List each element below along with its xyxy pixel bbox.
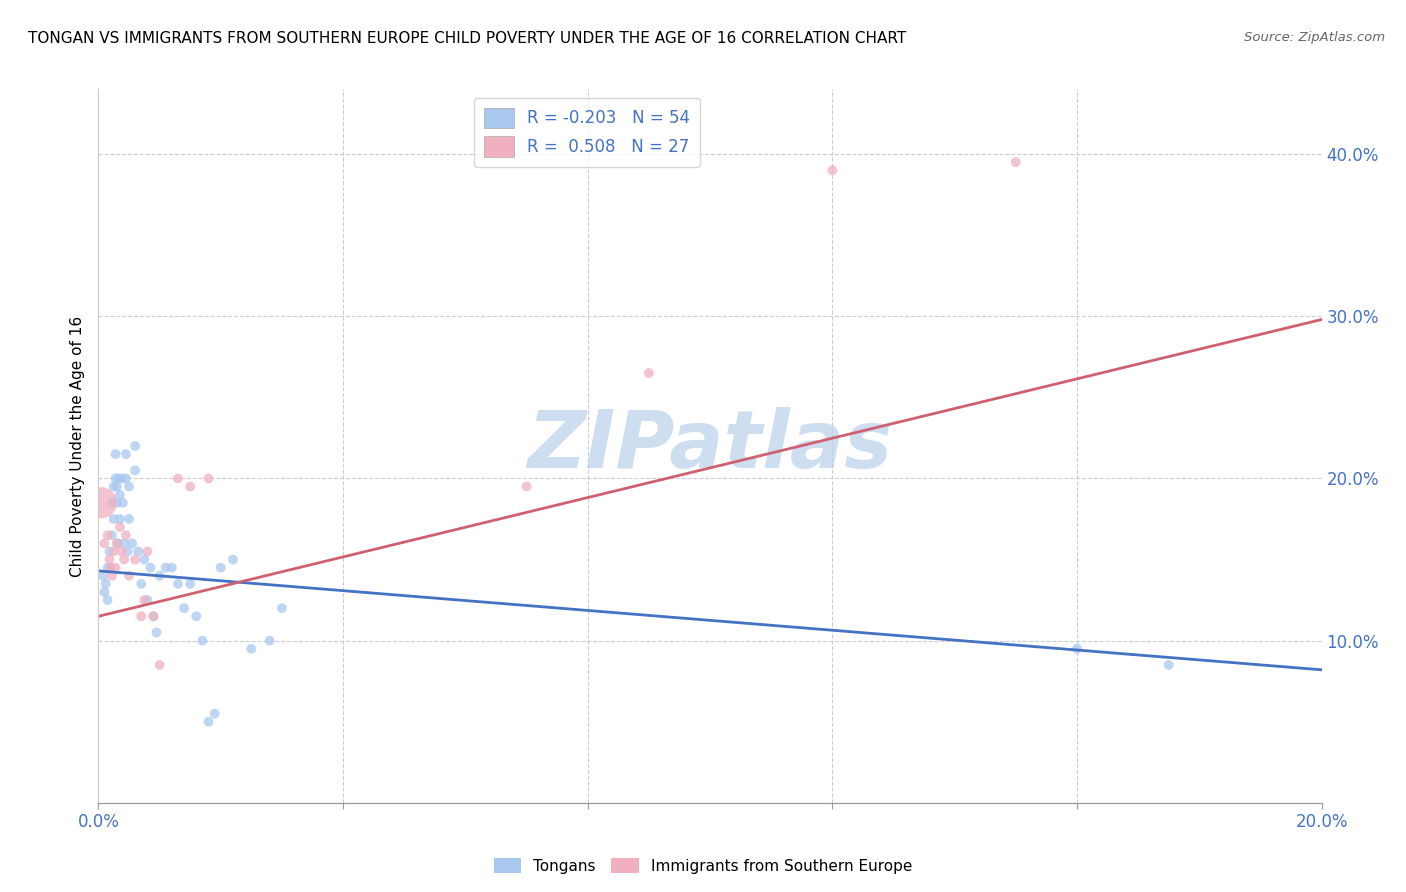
Point	[104, 447, 127, 461]
Point	[105, 536, 128, 550]
Point	[107, 536, 129, 550]
Point	[115, 447, 138, 461]
Point	[103, 544, 125, 558]
Point	[97, 560, 120, 574]
Point	[191, 633, 214, 648]
Point	[179, 479, 201, 493]
Point	[129, 577, 152, 591]
Point	[101, 568, 124, 582]
Point	[1157, 657, 1180, 672]
Point	[197, 471, 219, 485]
Point	[145, 625, 167, 640]
Point	[222, 552, 245, 566]
Point	[167, 577, 190, 591]
Y-axis label: Child Poverty Under the Age of 16: Child Poverty Under the Age of 16	[69, 316, 84, 576]
Point	[90, 496, 112, 510]
Point	[111, 496, 134, 510]
Point	[101, 496, 124, 510]
Point	[105, 496, 128, 510]
Point	[160, 560, 183, 574]
Point	[179, 577, 201, 591]
Point	[121, 536, 143, 550]
Point	[270, 601, 292, 615]
Point	[93, 585, 115, 599]
Point	[134, 593, 156, 607]
Point	[100, 560, 122, 574]
Point	[197, 714, 219, 729]
Point	[127, 544, 149, 558]
Point	[103, 479, 125, 493]
Point	[111, 471, 134, 485]
Point	[94, 577, 117, 591]
Point	[173, 601, 195, 615]
Point	[118, 479, 141, 493]
Point	[129, 609, 152, 624]
Point	[103, 512, 125, 526]
Point	[97, 528, 120, 542]
Point	[105, 479, 128, 493]
Text: Source: ZipAtlas.com: Source: ZipAtlas.com	[1244, 31, 1385, 45]
Point	[108, 520, 131, 534]
Point	[1066, 641, 1088, 656]
Point	[136, 544, 159, 558]
Point	[1004, 155, 1026, 169]
Point	[108, 512, 131, 526]
Point	[112, 552, 135, 566]
Point	[637, 366, 661, 380]
Text: TONGAN VS IMMIGRANTS FROM SOUTHERN EUROPE CHILD POVERTY UNDER THE AGE OF 16 CORR: TONGAN VS IMMIGRANTS FROM SOUTHERN EUROP…	[28, 31, 907, 46]
Point	[186, 609, 208, 624]
Point	[107, 471, 129, 485]
Point	[98, 544, 121, 558]
Point	[516, 479, 538, 493]
Point	[118, 568, 141, 582]
Point	[124, 463, 146, 477]
Point	[104, 471, 127, 485]
Point	[139, 560, 162, 574]
Point	[821, 163, 844, 178]
Legend: Tongans, Immigrants from Southern Europe: Tongans, Immigrants from Southern Europe	[488, 852, 918, 880]
Point	[112, 536, 135, 550]
Point	[142, 609, 165, 624]
Point	[124, 439, 146, 453]
Point	[97, 593, 120, 607]
Point	[91, 568, 114, 582]
Legend: R = -0.203   N = 54, R =  0.508   N = 27: R = -0.203 N = 54, R = 0.508 N = 27	[474, 97, 700, 167]
Point	[115, 471, 138, 485]
Point	[118, 512, 141, 526]
Point	[117, 544, 139, 558]
Point	[115, 528, 138, 542]
Point	[209, 560, 232, 574]
Point	[167, 471, 190, 485]
Point	[124, 552, 146, 566]
Point	[240, 641, 263, 656]
Point	[155, 560, 177, 574]
Point	[142, 609, 165, 624]
Point	[111, 544, 134, 558]
Point	[204, 706, 226, 721]
Text: ZIPatlas: ZIPatlas	[527, 407, 893, 485]
Point	[134, 552, 156, 566]
Point	[98, 552, 121, 566]
Point	[259, 633, 281, 648]
Point	[104, 560, 127, 574]
Point	[149, 657, 172, 672]
Point	[108, 488, 131, 502]
Point	[136, 593, 159, 607]
Point	[93, 536, 115, 550]
Point	[149, 568, 172, 582]
Point	[101, 528, 124, 542]
Point	[100, 560, 122, 574]
